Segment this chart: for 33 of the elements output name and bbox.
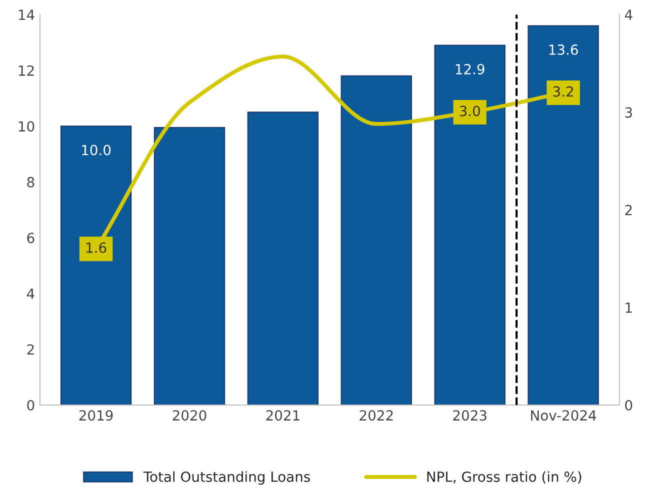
data-label: 3.0 xyxy=(460,106,480,116)
x-tick-label: 2023 xyxy=(453,410,486,421)
bar xyxy=(434,44,506,406)
y2-tick-label: 0 xyxy=(625,400,632,411)
y-tick-label: 12 xyxy=(18,65,34,76)
data-label: 10.0 xyxy=(82,144,111,156)
y2-tick-label: 1 xyxy=(626,302,632,313)
x-tick-label: 2019 xyxy=(79,410,113,421)
bar xyxy=(340,75,412,406)
bar xyxy=(528,25,599,406)
x-tick-label: Nov-2024 xyxy=(531,410,596,421)
data-label: 3.2 xyxy=(553,86,573,97)
bar xyxy=(247,112,319,406)
y2-tick-label: 2 xyxy=(625,204,632,216)
y-tick-label: 0 xyxy=(27,400,34,411)
y-tick-label: 14 xyxy=(18,10,34,20)
bar xyxy=(60,126,132,406)
data-label: 1.6 xyxy=(86,242,106,253)
data-label: 13.6 xyxy=(549,44,578,55)
y-tick-label: 2 xyxy=(27,344,34,355)
y-tick-label: 8 xyxy=(27,176,34,188)
y-tick-label: 4 xyxy=(26,288,34,299)
y-tick-label: 6 xyxy=(27,232,34,244)
x-tick-label: 2021 xyxy=(266,410,300,421)
bar xyxy=(154,127,226,406)
x-tick-label: 2020 xyxy=(172,410,206,421)
legend-label: NPL, Gross ratio (in %) xyxy=(427,471,582,484)
legend-label: Total Outstanding Loans xyxy=(143,471,310,485)
data-label: 12.9 xyxy=(456,64,484,74)
x-tick-label: 2022 xyxy=(360,410,393,421)
y-tick-label: 10 xyxy=(18,121,34,132)
y2-tick-label: 4 xyxy=(624,10,632,20)
y2-tick-label: 3 xyxy=(625,107,632,118)
